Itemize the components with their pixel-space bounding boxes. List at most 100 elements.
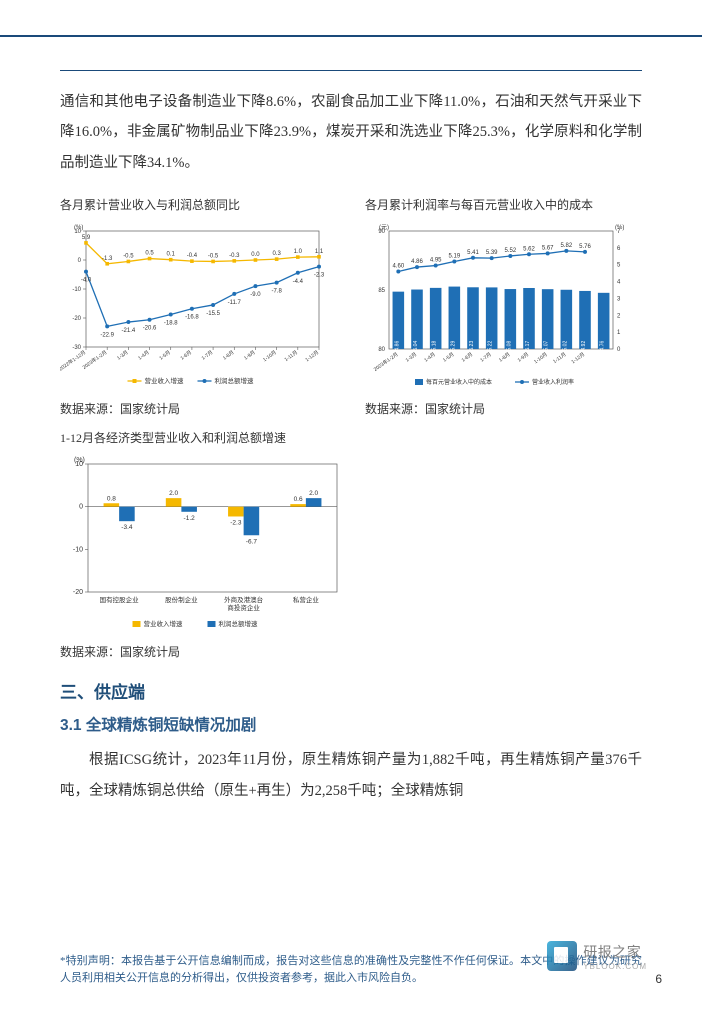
svg-text:5.41: 5.41 xyxy=(467,250,479,256)
svg-text:5.62: 5.62 xyxy=(523,247,535,253)
svg-text:6: 6 xyxy=(617,246,621,252)
chart3-svg: -20-10010(%)0.8-3.4国有控股企业2.0-1.2股份制企业-2.… xyxy=(60,452,345,632)
svg-text:0.3: 0.3 xyxy=(272,251,281,257)
svg-text:-30: -30 xyxy=(72,345,81,351)
svg-text:0.0: 0.0 xyxy=(251,252,260,258)
svg-text:-16.8: -16.8 xyxy=(185,315,199,321)
chart3-source: 数据来源：国家统计局 xyxy=(60,643,360,660)
svg-text:5: 5 xyxy=(617,263,621,269)
svg-text:1-10月: 1-10月 xyxy=(533,352,549,366)
svg-text:5.9: 5.9 xyxy=(82,235,91,241)
svg-text:-2.3: -2.3 xyxy=(314,273,325,279)
svg-text:5.67: 5.67 xyxy=(542,246,554,252)
svg-text:-6.7: -6.7 xyxy=(246,539,258,546)
svg-text:0.6: 0.6 xyxy=(294,496,303,503)
svg-text:0.1: 0.1 xyxy=(167,252,176,258)
svg-text:-20: -20 xyxy=(72,316,81,322)
chart1-block: 各月累计营业收入与利润总额同比 -30-20-10010(%)2022年1-12… xyxy=(60,196,337,417)
svg-text:商投资企业: 商投资企业 xyxy=(227,603,260,612)
svg-text:营业收入增速: 营业收入增速 xyxy=(144,619,184,628)
svg-text:85: 85 xyxy=(378,288,385,294)
chart1-svg: -30-20-10010(%)2022年1-12月2023年1-2月1-3月1-… xyxy=(60,219,325,389)
svg-text:(元): (元) xyxy=(379,224,389,231)
svg-text:1-3月: 1-3月 xyxy=(116,350,129,362)
svg-text:1-9月: 1-9月 xyxy=(243,350,256,362)
svg-text:营业收入利润率: 营业收入利润率 xyxy=(532,378,574,386)
svg-text:利润总额增速: 利润总额增速 xyxy=(219,619,259,628)
svg-text:1-7月: 1-7月 xyxy=(201,350,214,362)
svg-text:5.52: 5.52 xyxy=(504,248,516,254)
svg-text:3: 3 xyxy=(617,297,621,303)
svg-text:4.86: 4.86 xyxy=(411,259,423,265)
svg-text:5.82: 5.82 xyxy=(560,243,572,249)
svg-text:0.5: 0.5 xyxy=(145,251,154,257)
watermark-sub: YBLOOK.COM xyxy=(583,962,647,971)
svg-text:1: 1 xyxy=(617,330,621,336)
svg-text:0: 0 xyxy=(617,347,621,353)
svg-text:1-11月: 1-11月 xyxy=(552,352,567,365)
svg-text:5.76: 5.76 xyxy=(579,244,591,250)
section-3-1-title: 3.1 全球精炼铜短缺情况加剧 xyxy=(60,713,642,735)
svg-text:5.39: 5.39 xyxy=(486,250,498,256)
svg-text:国有控股企业: 国有控股企业 xyxy=(100,595,140,604)
svg-text:0: 0 xyxy=(78,258,82,264)
svg-text:-3.4: -3.4 xyxy=(121,524,133,531)
svg-text:-20: -20 xyxy=(73,589,83,596)
svg-text:1.0: 1.0 xyxy=(294,249,303,255)
svg-text:4.60: 4.60 xyxy=(392,264,404,270)
svg-text:-18.8: -18.8 xyxy=(164,321,178,327)
svg-text:2: 2 xyxy=(617,314,621,320)
chart1-source: 数据来源：国家统计局 xyxy=(60,400,337,417)
svg-text:-21.4: -21.4 xyxy=(122,328,136,334)
svg-text:-9.0: -9.0 xyxy=(250,292,261,298)
svg-text:-10: -10 xyxy=(72,287,81,293)
svg-text:-11.7: -11.7 xyxy=(228,300,242,306)
svg-text:每百元营业收入中的成本: 每百元营业收入中的成本 xyxy=(426,378,492,386)
svg-text:2.0: 2.0 xyxy=(309,490,318,497)
svg-text:-1.2: -1.2 xyxy=(184,515,196,522)
svg-text:外商及港澳台: 外商及港澳台 xyxy=(224,595,263,604)
svg-text:2023年1-2月: 2023年1-2月 xyxy=(372,351,399,373)
svg-text:1-11月: 1-11月 xyxy=(284,350,299,363)
svg-text:-20.6: -20.6 xyxy=(143,326,157,332)
svg-text:-1.3: -1.3 xyxy=(102,256,113,262)
svg-text:-0.5: -0.5 xyxy=(123,254,134,260)
last-paragraph: 根据ICSG统计，2023年11月份，原生精炼铜产量为1,882千吨，再生精炼铜… xyxy=(60,745,642,806)
svg-text:-2.3: -2.3 xyxy=(230,520,242,527)
svg-text:1-10月: 1-10月 xyxy=(262,350,278,364)
svg-text:(%): (%) xyxy=(615,225,624,231)
chart2-svg: 80859001234567(元)(%)84.8685.0485.1885.29… xyxy=(365,219,635,389)
chart3-title: 1-12月各经济类型营业收入和利润总额增速 xyxy=(60,429,360,446)
watermark-text: 研报之家 xyxy=(583,942,647,962)
svg-text:(%): (%) xyxy=(74,457,85,464)
svg-text:股份制企业: 股份制企业 xyxy=(165,595,198,604)
svg-text:-22.9: -22.9 xyxy=(100,333,114,339)
svg-text:私营企业: 私营企业 xyxy=(293,595,320,604)
svg-text:1-12月: 1-12月 xyxy=(570,352,586,366)
chart2-block: 各月累计利润率与每百元营业收入中的成本 80859001234567(元)(%)… xyxy=(365,196,642,417)
svg-text:1-5月: 1-5月 xyxy=(158,350,171,362)
svg-text:(%): (%) xyxy=(74,225,83,231)
svg-text:1-4月: 1-4月 xyxy=(137,350,150,362)
svg-text:0.8: 0.8 xyxy=(107,496,116,503)
svg-text:80: 80 xyxy=(378,347,385,353)
svg-text:-10: -10 xyxy=(73,547,83,554)
svg-text:1-6月: 1-6月 xyxy=(180,350,193,362)
svg-text:4.95: 4.95 xyxy=(430,258,442,264)
svg-text:5.19: 5.19 xyxy=(448,254,460,260)
svg-text:利润总额增速: 利润总额增速 xyxy=(215,376,255,385)
svg-text:-0.4: -0.4 xyxy=(187,253,198,259)
svg-text:-15.5: -15.5 xyxy=(206,311,220,317)
watermark-logo-icon xyxy=(547,941,577,971)
section-supply-title: 三、供应端 xyxy=(60,678,642,703)
body-paragraph: 通信和其他电子设备制造业下降8.6%，农副食品加工业下降11.0%，石油和天然气… xyxy=(60,87,642,178)
chart2-source: 数据来源：国家统计局 xyxy=(365,400,642,417)
svg-text:-7.8: -7.8 xyxy=(271,289,282,295)
svg-text:1.1: 1.1 xyxy=(315,249,324,255)
svg-text:1-12月: 1-12月 xyxy=(304,350,320,364)
svg-text:1-8月: 1-8月 xyxy=(222,350,235,362)
svg-text:0: 0 xyxy=(79,504,83,511)
chart2-title: 各月累计利润率与每百元营业收入中的成本 xyxy=(365,196,642,213)
svg-text:-4.4: -4.4 xyxy=(293,279,304,285)
svg-text:84.76: 84.76 xyxy=(600,341,606,354)
